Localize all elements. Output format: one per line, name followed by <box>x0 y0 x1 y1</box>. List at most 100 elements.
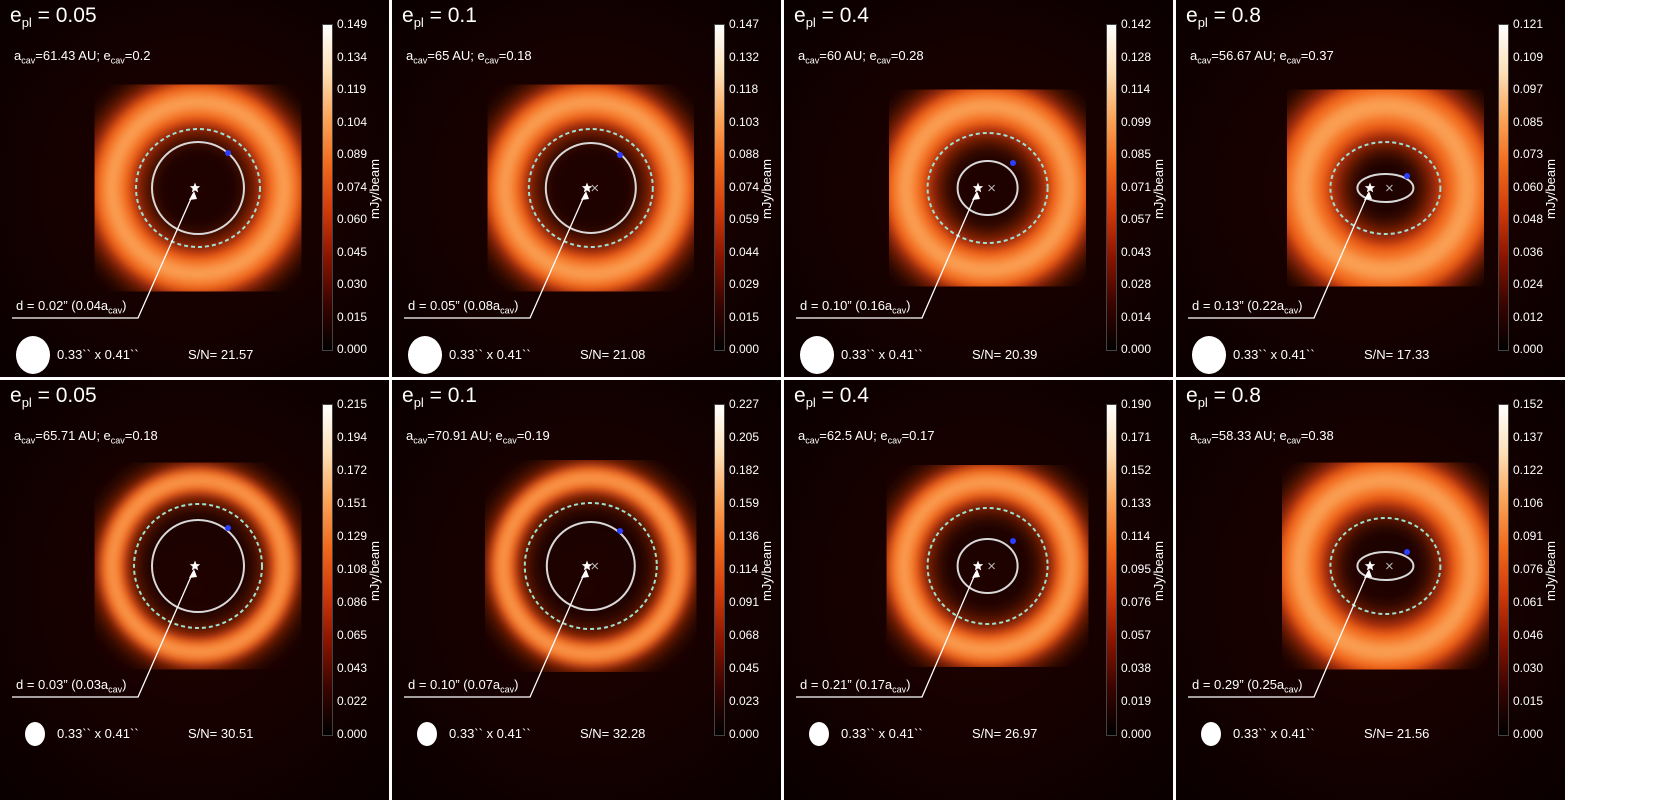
colorbar-tick-label: 0.106 <box>1513 496 1544 510</box>
colorbar-tick-label: 0.023 <box>729 694 760 708</box>
colorbar-tick-label: 0.099 <box>1121 114 1152 129</box>
colorbar-unit-label: mJy/beam <box>1543 158 1558 219</box>
colorbar-tick-label: 0.074 <box>337 179 368 194</box>
colorbar-tick-label: 0.215 <box>337 397 368 411</box>
cavity-center-icon <box>988 184 995 192</box>
snr-label: S/N= 21.08 <box>580 347 646 362</box>
planet-marker <box>225 525 231 531</box>
colorbar-tick-label: 0.103 <box>729 114 760 129</box>
colorbar-tick-label: 0.147 <box>729 17 760 31</box>
colorbar-tick-label: 0.171 <box>1121 430 1152 444</box>
cavity-center-icon <box>1386 184 1393 192</box>
colorbar-tick-label: 0.057 <box>1121 212 1152 226</box>
colorbar-tick-label: 0.030 <box>337 277 368 291</box>
cavity-ellipse <box>926 132 1049 244</box>
beam-size-label: 0.33`` x 0.41`` <box>841 347 923 362</box>
colorbar-tick-label: 0.076 <box>1513 562 1544 576</box>
colorbar-tick-label: 0.000 <box>729 727 760 741</box>
eccentricity-title: epl = 0.1 <box>402 4 477 31</box>
cavity-ellipse <box>135 128 261 248</box>
beam-ellipse <box>1201 722 1221 746</box>
planet-marker <box>617 152 623 158</box>
cavity-ellipse <box>1329 141 1442 235</box>
colorbar-unit-label: mJy/beam <box>759 541 774 601</box>
colorbar-tick-label: 0.059 <box>729 212 760 226</box>
eccentricity-title: epl = 0.4 <box>794 4 869 31</box>
colorbar-unit-label: mJy/beam <box>759 158 774 219</box>
colorbar-tick-label: 0.095 <box>1121 562 1152 576</box>
snr-label: S/N= 26.97 <box>972 726 1038 741</box>
cavity-center-icon <box>591 562 599 570</box>
disk-panel: 0.190 0.171 0.152 0.133 0.114 0.095 0.076 0.057… <box>784 380 1173 800</box>
colorbar-tick-label: 0.000 <box>1121 727 1152 741</box>
colorbar-tick-label: 0.000 <box>729 342 760 356</box>
cavity-params-label: acav=65.71 AU; ecav=0.18 <box>14 428 158 446</box>
colorbar-tick-label: 0.149 <box>337 17 368 31</box>
colorbar <box>322 24 333 351</box>
planet-orbit <box>151 141 245 235</box>
eccentricity-title: epl = 0.8 <box>1186 384 1261 411</box>
separation-arrow-line <box>12 571 194 698</box>
beam-ellipse <box>408 336 442 374</box>
colorbar-tick-label: 0.015 <box>729 309 760 324</box>
planet-orbit <box>544 142 637 234</box>
colorbar-tick-label: 0.068 <box>729 628 760 642</box>
planet-orbit <box>545 521 636 611</box>
eccentricity-title: epl = 0.4 <box>794 384 869 411</box>
colorbar <box>1106 24 1117 351</box>
colorbar-tick-label: 0.065 <box>337 628 368 642</box>
colorbar-tick-label: 0.172 <box>337 463 368 477</box>
planet-orbit <box>1356 173 1415 203</box>
colorbar-tick-label: 0.091 <box>729 595 760 609</box>
cavity-ellipse <box>1329 517 1442 615</box>
star-icon <box>1364 560 1376 571</box>
cavity-params-label: acav=56.67 AU; ecav=0.37 <box>1190 48 1334 66</box>
disk-panel: 0.142 0.128 0.114 0.099 0.085 0.071 0.057 0.043… <box>784 0 1173 377</box>
snr-label: S/N= 32.28 <box>580 726 646 741</box>
colorbar-tick-label: 0.134 <box>337 49 368 64</box>
colorbar-tick-label: 0.108 <box>337 562 368 576</box>
colorbar-unit-label: mJy/beam <box>367 158 382 219</box>
eccentricity-title: epl = 0.8 <box>1186 4 1261 31</box>
colorbar-tick-label: 0.091 <box>1513 529 1544 543</box>
arrow-head-icon <box>581 569 589 578</box>
beam-size-label: 0.33`` x 0.41`` <box>449 726 531 741</box>
separation-arrow-line <box>12 193 194 319</box>
colorbar-tick-label: 0.133 <box>1121 496 1152 510</box>
planet-orbit <box>956 160 1019 216</box>
colorbar-unit-label: mJy/beam <box>367 541 382 601</box>
beam-ellipse <box>16 336 50 374</box>
colorbar-tick-label: 0.024 <box>1513 277 1544 291</box>
colorbar-tick-label: 0.122 <box>1513 463 1544 477</box>
colorbar-tick-label: 0.015 <box>337 309 368 324</box>
cavity-center-icon <box>591 184 599 192</box>
colorbar-tick-label: 0.137 <box>1513 430 1544 444</box>
colorbar-tick-label: 0.000 <box>337 727 368 741</box>
beam-ellipse <box>417 722 437 746</box>
cavity-center-icon <box>1386 562 1393 570</box>
colorbar-tick-label: 0.036 <box>1513 244 1544 259</box>
colorbar-unit-label: mJy/beam <box>1151 541 1166 601</box>
colorbar-tick-label: 0.029 <box>729 277 760 291</box>
colorbar-tick-label: 0.119 <box>337 82 367 96</box>
colorbar <box>1498 24 1509 351</box>
offset-label: d = 0.21” (0.17acav) <box>800 677 911 695</box>
offset-label: d = 0.02” (0.04acav) <box>16 298 127 316</box>
cavity-ellipse <box>926 507 1049 625</box>
arrow-head-icon <box>972 191 980 200</box>
beam-ellipse <box>809 722 829 746</box>
colorbar-tick-label: 0.060 <box>337 212 368 226</box>
colorbar-unit-label: mJy/beam <box>1151 158 1166 219</box>
cavity-params-label: acav=70.91 AU; ecav=0.19 <box>406 428 550 446</box>
beam-size-label: 0.33`` x 0.41`` <box>449 347 531 362</box>
cavity-ellipse <box>527 128 654 248</box>
colorbar-tick-label: 0.121 <box>1513 17 1544 31</box>
colorbar-tick-label: 0.227 <box>729 397 760 411</box>
colorbar-tick-label: 0.071 <box>1121 179 1152 194</box>
colorbar-tick-label: 0.012 <box>1513 309 1544 324</box>
beam-ellipse <box>25 722 45 746</box>
star-icon <box>581 182 593 193</box>
colorbar-tick-label: 0.019 <box>1121 694 1152 708</box>
colorbar-tick-label: 0.000 <box>337 342 368 356</box>
colorbar-tick-label: 0.136 <box>729 529 760 543</box>
